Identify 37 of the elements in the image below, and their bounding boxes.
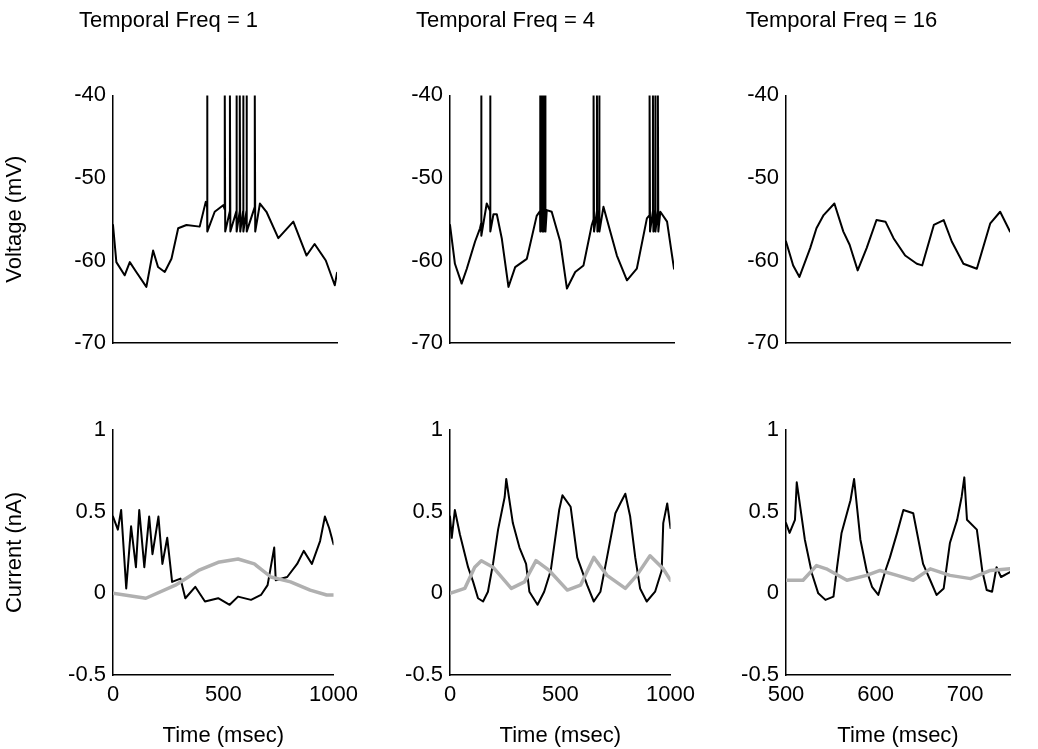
y-tick-label: 0 [430,579,443,605]
x-axis-title: Time (msec) [162,721,284,747]
x-tick-label: 700 [946,681,984,707]
chart-title: Temporal Freq = 4 [415,7,596,33]
x-tick-label: 600 [857,681,894,707]
y-tick-label: -50 [411,164,443,189]
y-tick-label: 0.5 [748,497,779,523]
x-tick-label: 1000 [309,681,359,707]
y-tick-label: -50 [74,164,106,189]
y-tick-label: 0.5 [412,497,443,523]
x-axis-title: Time (msec) [499,721,621,747]
y-tick-label: 1 [93,416,106,442]
x-axis-title: Time (msec) [837,721,959,747]
y-tick-label: 0.5 [75,497,106,523]
y-tick-label: -60 [747,246,779,272]
y-axis-title: Current (nA) [1,491,27,614]
y-tick-label: -0.5 [68,661,106,687]
y-tick-label: 0 [766,579,779,605]
y-axis-title: Voltage (mV) [1,155,27,283]
y-tick-label: -70 [411,329,443,355]
y-tick-label: -70 [747,329,779,355]
chart-title: Temporal Freq = 16 [745,7,938,33]
y-tick-label: -40 [747,81,779,107]
x-tick-label: 500 [541,681,579,707]
y-tick-label: -40 [411,81,443,107]
y-tick-label: 1 [430,416,443,442]
x-tick-label: 500 [204,681,242,707]
x-tick-label: 1000 [646,681,696,707]
y-tick-label: 0 [93,579,106,605]
y-tick-label: -70 [74,329,106,355]
y-tick-label: -60 [411,246,443,272]
y-tick-label: -50 [747,164,779,189]
y-tick-label: 1 [766,416,779,442]
y-tick-label: -0.5 [405,661,443,687]
chart-title: Temporal Freq = 1 [78,7,259,33]
y-tick-label: -60 [74,246,106,272]
y-tick-label: -40 [74,81,106,107]
